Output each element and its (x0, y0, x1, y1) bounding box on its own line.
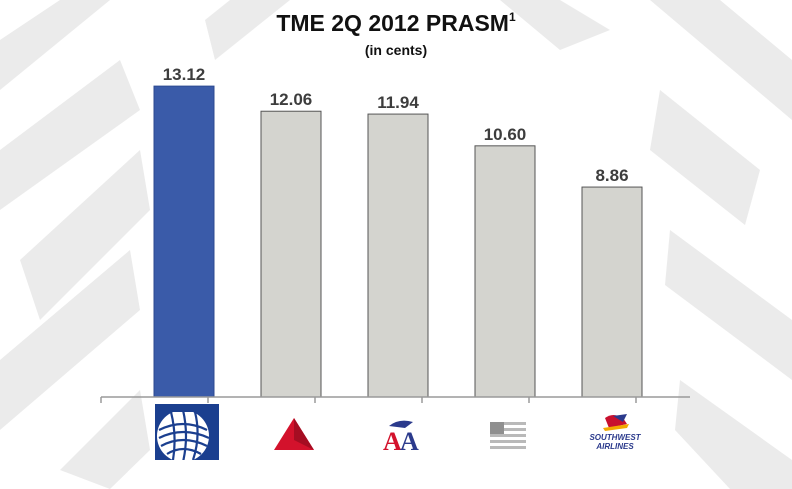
american-aa-eagle-icon: A A (383, 420, 419, 456)
united-globe-icon (155, 404, 219, 463)
aa-letter-1: A (383, 427, 402, 456)
category-label-delta (262, 404, 326, 460)
value-label-southwest: 8.86 (595, 166, 628, 185)
category-label-usairways (476, 404, 540, 460)
category-label-american: A A (369, 404, 433, 460)
bar-united (153, 85, 215, 398)
title-footnote-marker: 1 (508, 10, 516, 24)
southwest-wordmark-line2: AIRLINES (595, 442, 634, 451)
value-label-usairways: 10.60 (484, 125, 527, 144)
value-label-delta: 12.06 (270, 90, 313, 109)
value-label-united: 13.12 (163, 65, 206, 84)
us-airways-flag-icon (490, 422, 526, 449)
chart-subtitle: (in cents) (364, 42, 428, 58)
southwest-wordmark-line1: SOUTHWEST (589, 433, 641, 442)
bar-southwest (581, 186, 643, 398)
bar-american (367, 113, 429, 398)
category-label-southwest: SOUTHWEST AIRLINES (583, 404, 647, 460)
bar-delta (260, 110, 322, 398)
value-label-american: 11.94 (377, 93, 419, 112)
bar-usairways (474, 145, 536, 398)
category-label-united (155, 404, 219, 463)
eagle-icon (389, 420, 413, 428)
southwest-heart-plane-icon: SOUTHWEST AIRLINES (589, 414, 642, 451)
aa-letter-2: A (400, 427, 419, 456)
chart-title: TME 2Q 2012 PRASM1 (276, 10, 516, 36)
delta-widget-icon (274, 418, 314, 450)
